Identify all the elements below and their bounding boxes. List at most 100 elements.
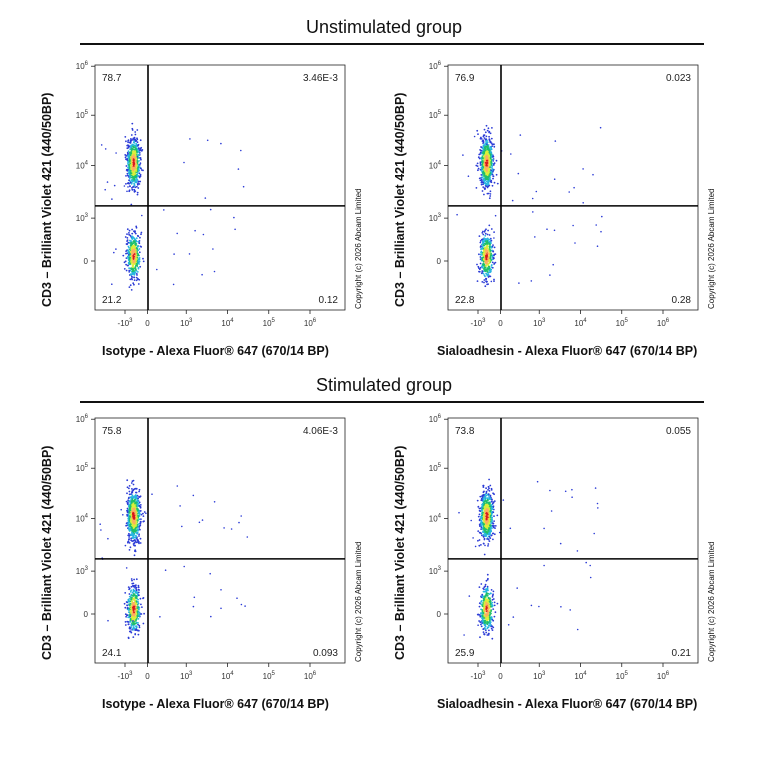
event-dot: [491, 165, 493, 167]
event-dot: [571, 488, 573, 491]
event-dot: [486, 524, 489, 527]
event-dot: [131, 127, 134, 130]
event-dot: [491, 596, 494, 598]
event-dot: [206, 139, 209, 142]
event-dot: [133, 525, 136, 528]
event-dot: [582, 168, 584, 170]
event-dot: [568, 191, 570, 193]
event-dot: [124, 260, 127, 263]
event-dot: [492, 522, 494, 525]
event-dot: [135, 535, 137, 538]
event-dot: [481, 609, 484, 611]
x-tick-label: 103: [533, 318, 546, 328]
event-dot: [236, 597, 238, 599]
event-dot: [478, 531, 481, 534]
event-dot: [133, 488, 136, 490]
event-dot: [484, 594, 487, 597]
y-tick-label: 103: [429, 566, 442, 576]
flow-plot-panel-1: -103 0 103 104 105 106 0 103 104 105 106 78.7 3.46E-…: [40, 55, 363, 385]
event-dot: [489, 151, 492, 153]
event-dot: [130, 539, 132, 542]
event-dot: [488, 162, 491, 165]
event-dot: [138, 614, 141, 617]
event-dot: [486, 589, 489, 592]
event-dot: [485, 579, 488, 582]
event-dot: [480, 625, 483, 628]
event-dot: [489, 193, 492, 195]
event-dot: [176, 485, 179, 487]
event-dot: [122, 254, 125, 257]
event-dot: [492, 538, 494, 541]
event-dot: [137, 253, 140, 256]
event-dot: [489, 195, 492, 197]
event-dot: [138, 180, 140, 183]
event-dot: [478, 513, 481, 516]
event-dot: [486, 152, 489, 155]
event-dot: [477, 539, 479, 542]
event-dot: [592, 173, 594, 176]
quadrant-percent-upper-right: 0.055: [666, 426, 691, 437]
event-dot: [135, 589, 138, 592]
event-dot: [491, 527, 493, 530]
event-dot: [134, 594, 137, 597]
event-dot: [477, 624, 479, 626]
event-dot: [486, 513, 489, 516]
event-dot: [141, 606, 143, 608]
event-dot: [129, 181, 132, 184]
event-dot: [136, 151, 138, 153]
event-dot: [486, 170, 488, 172]
event-dot: [136, 129, 139, 131]
event-dot: [137, 584, 140, 587]
event-dot: [488, 175, 491, 177]
event-dot: [486, 515, 488, 518]
event-dot: [126, 239, 129, 242]
event-dot: [133, 245, 136, 248]
event-dot: [133, 584, 136, 587]
event-dot: [493, 533, 496, 536]
event-dot: [488, 180, 490, 183]
event-dot: [485, 238, 488, 241]
event-dot: [486, 634, 489, 636]
event-dot: [132, 282, 135, 285]
event-dot: [126, 237, 129, 239]
event-dot: [124, 613, 127, 616]
event-dot: [484, 602, 486, 604]
event-dot: [138, 257, 141, 259]
event-dot: [486, 162, 489, 164]
event-dot: [130, 241, 132, 244]
event-dot: [481, 180, 483, 183]
event-dot: [481, 499, 483, 502]
event-dot: [476, 263, 478, 266]
event-dot: [480, 623, 482, 626]
event-dot: [136, 137, 138, 140]
event-dot: [482, 595, 484, 598]
x-tick-label: 0: [145, 319, 150, 328]
event-dot: [189, 138, 191, 140]
event-dot: [138, 501, 141, 504]
event-dot: [481, 163, 484, 166]
event-dot: [488, 242, 491, 245]
event-dot: [135, 279, 138, 282]
event-dot: [128, 611, 130, 614]
quadrant-percent-lower-left: 21.2: [102, 295, 122, 306]
event-dot: [486, 617, 489, 619]
event-dot: [126, 502, 129, 505]
event-dot: [483, 606, 486, 609]
event-dot: [134, 131, 137, 133]
event-dot: [480, 245, 482, 248]
copyright-notice: Copyright (c) 2026 Abcam Limited: [707, 188, 716, 310]
event-dot: [137, 266, 140, 269]
event-dot: [483, 610, 486, 612]
event-dot: [484, 177, 487, 180]
event-dot: [488, 271, 491, 273]
event-dot: [482, 139, 484, 142]
event-dot: [131, 528, 134, 531]
event-dot: [488, 240, 490, 243]
event-dot: [135, 616, 137, 618]
event-dot: [132, 185, 135, 188]
y-tick-label: 106: [429, 414, 442, 424]
event-dot: [478, 518, 481, 521]
event-dot: [120, 508, 122, 511]
event-dot: [133, 188, 136, 191]
